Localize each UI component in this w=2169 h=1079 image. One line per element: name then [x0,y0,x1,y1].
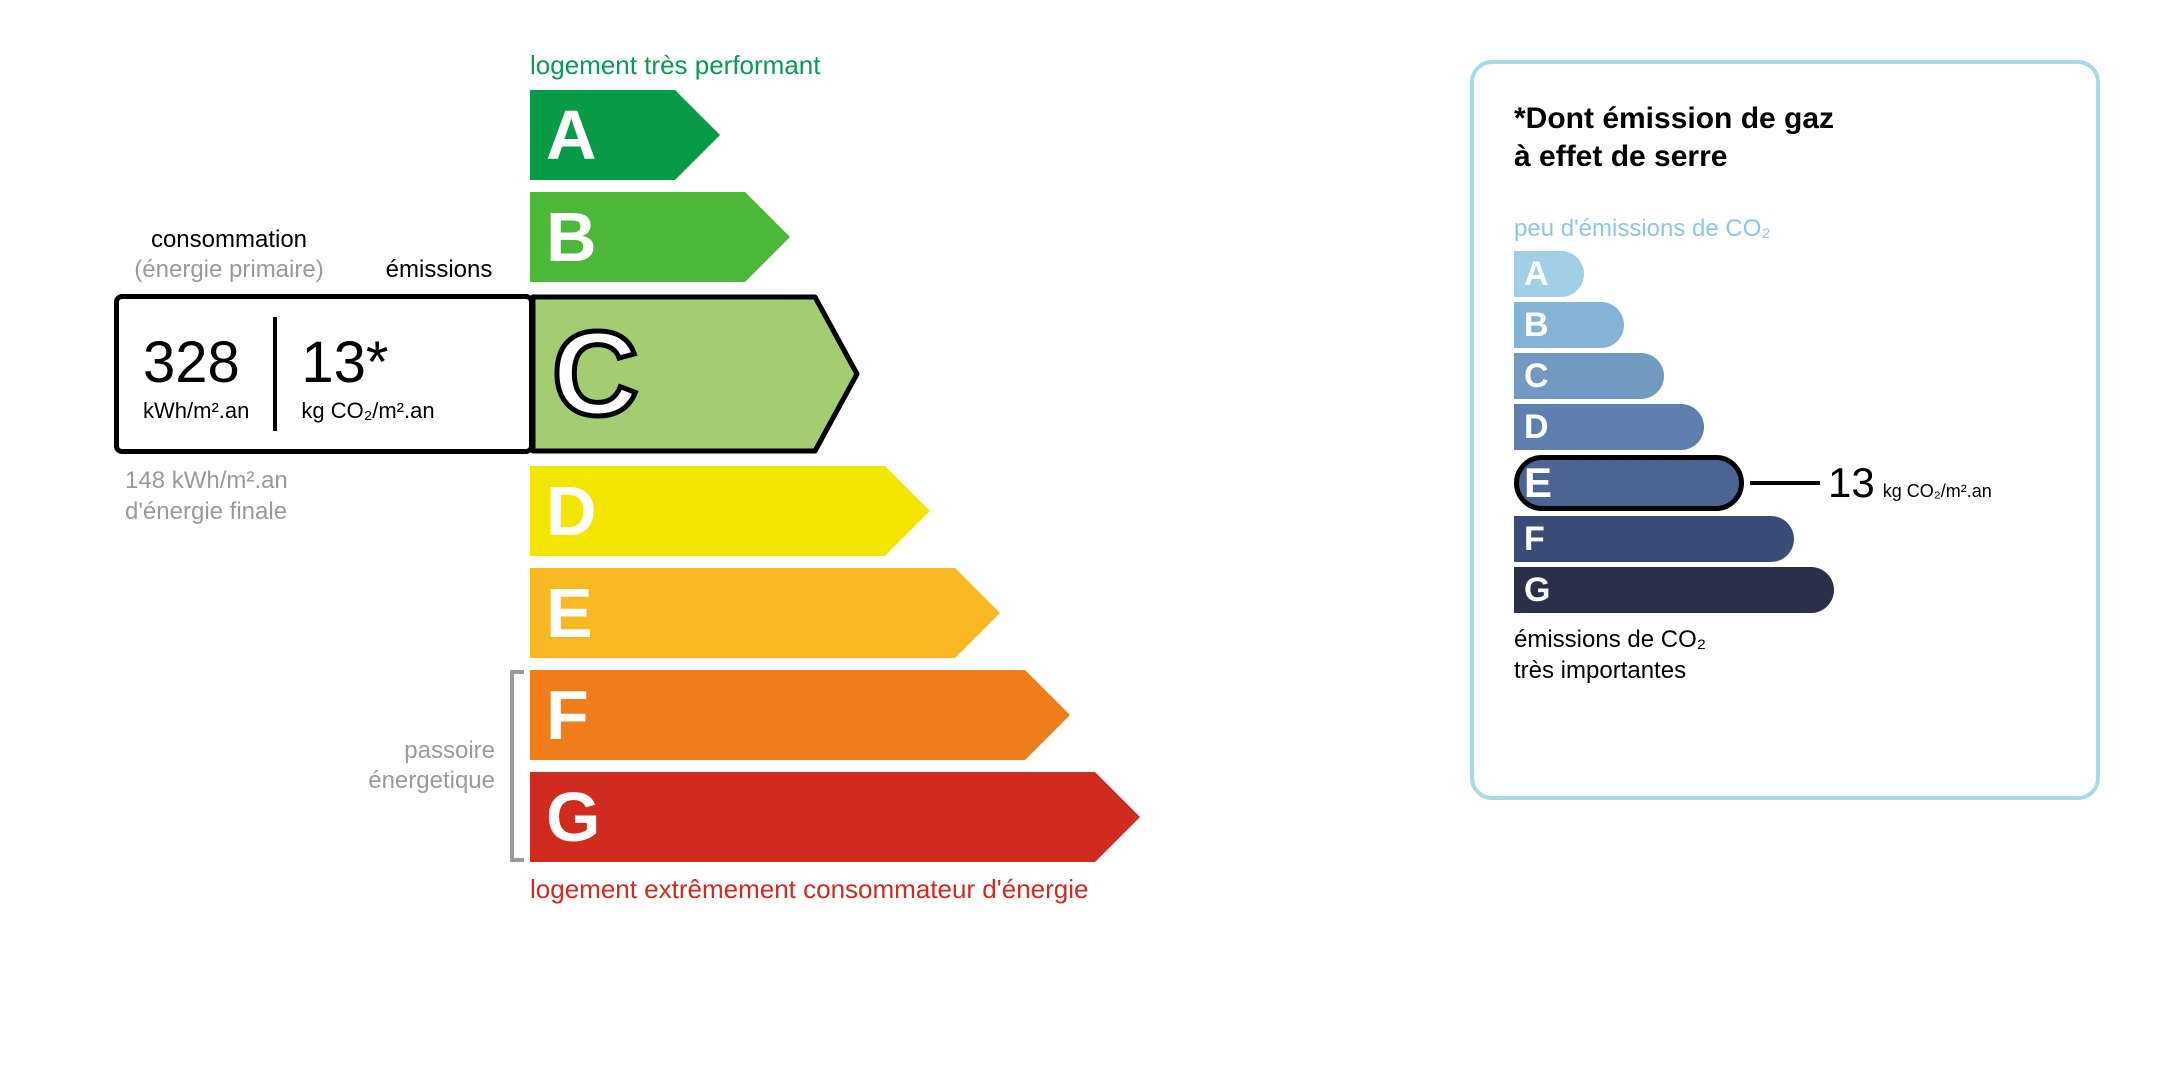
ges-bar-c: C [1514,353,2056,399]
ges-letter-g: G [1524,573,1550,607]
emissions-unit: kg CO₂/m².an [301,398,434,424]
consumption-value: 328 [143,334,249,392]
dpe-bar-c: C [530,294,1140,454]
dpe-letter-a: A [546,100,597,170]
dpe-letter-e: E [546,578,593,648]
dpe-letter-d: D [546,476,597,546]
ges-title: *Dont émission de gazà effet de serre [1514,100,2056,175]
ges-bar-g: G [1514,567,2056,613]
emissions-header-text: émissions [386,256,493,283]
consumption-cell: 328 kWh/m².an [119,299,273,449]
ges-letter-e: E [1524,462,1552,504]
ges-bar-b: B [1514,302,2056,348]
ges-active-value: 13 kg CO₂/m².an [1828,459,1992,507]
emissions-header: émissions [349,255,529,285]
ges-active-line [1750,481,1820,485]
value-footer: 148 kWh/m².and'énergie finale [125,465,288,527]
ges-letter-f: F [1524,522,1545,556]
emissions-value: 13* [301,334,434,392]
dpe-bottom-label: logement extrêmement consommateur d'éner… [530,874,1088,905]
ges-bottom-label: émissions de CO₂très importantes [1514,624,2056,686]
dpe-bar-g: G [530,772,1140,862]
dpe-bar-e: E [530,568,1140,658]
dpe-letter-c: C [552,314,639,434]
ges-top-label: peu d'émissions de CO₂ [1514,215,2056,243]
dpe-bar-b: B [530,192,1140,282]
ges-letter-d: D [1524,410,1549,444]
dpe-value-box: consommation (énergie primaire) émission… [114,294,534,454]
dpe-bar-f: F [530,670,1140,760]
passoire-bracket [510,670,524,862]
ges-active-number: 13 [1828,459,1875,507]
dpe-letter-b: B [546,202,597,272]
dpe-bar-d: D [530,466,1140,556]
emissions-cell: 13* kg CO₂/m².an [277,299,458,449]
ges-bar-d: D [1514,404,2056,450]
consumption-header-line2: (énergie primaire) [134,256,323,283]
dpe-bars: ABCDEFG [530,90,1140,874]
dpe-letter-f: F [546,680,589,750]
ges-bar-a: A [1514,251,2056,297]
consumption-header-line1: consommation [151,226,307,253]
consumption-header: consommation (énergie primaire) [119,225,339,285]
dpe-bar-a: A [530,90,1140,180]
ges-bars: ABCDEFG 13 kg CO₂/m².an [1514,251,2056,618]
consumption-unit: kWh/m².an [143,398,249,424]
ges-active-unit: kg CO₂/m².an [1883,481,1992,502]
ges-bar-f: F [1514,516,2056,562]
ges-box: *Dont émission de gazà effet de serre pe… [1470,60,2100,800]
ges-letter-c: C [1524,359,1549,393]
ges-letter-a: A [1524,257,1549,291]
dpe-top-label: logement très performant [530,50,820,81]
dpe-letter-g: G [546,782,600,852]
passoire-label: passoireénergetique [330,736,495,796]
ges-letter-b: B [1524,308,1549,342]
